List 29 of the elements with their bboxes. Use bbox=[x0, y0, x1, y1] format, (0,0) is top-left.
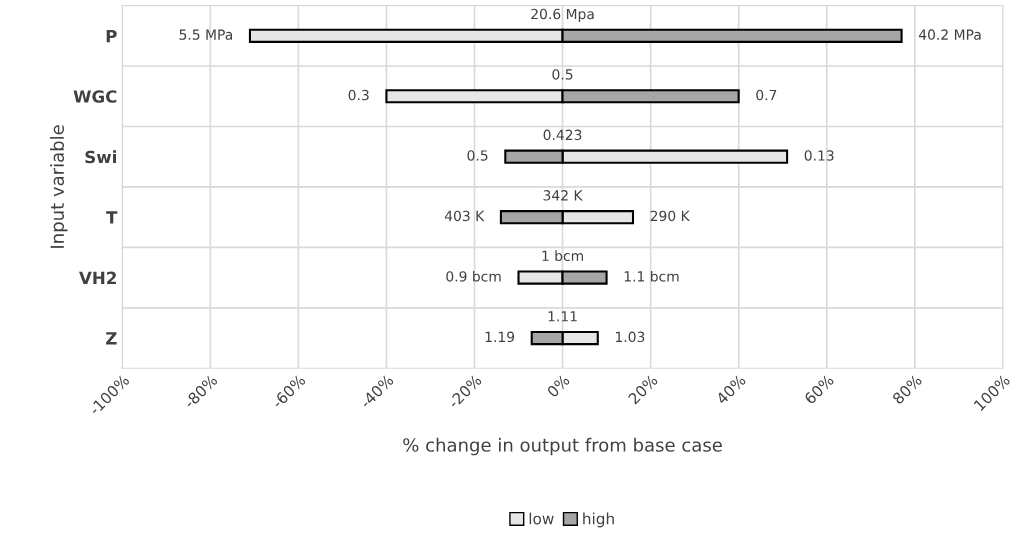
y-tick-label: WGC bbox=[73, 90, 117, 103]
y-axis-title: Input variable bbox=[50, 125, 68, 248]
annotation: 290 K bbox=[650, 210, 690, 222]
annotation: 1.1 bcm bbox=[624, 270, 679, 282]
annotation: 20.6 Mpa bbox=[531, 8, 594, 22]
annotation: 403 K bbox=[444, 210, 485, 222]
y-tick-label: P bbox=[106, 29, 117, 43]
legend-label: high bbox=[583, 512, 614, 528]
y-tick-label: VH2 bbox=[79, 271, 116, 284]
annotation: 0.9 bcm bbox=[446, 270, 501, 282]
annotation: 0.5 bbox=[467, 150, 488, 161]
annotation: 0.423 bbox=[543, 129, 582, 141]
legend-label: low bbox=[529, 512, 554, 525]
annotation: 0.7 bbox=[756, 89, 777, 101]
y-tick-label: Swi bbox=[85, 150, 116, 164]
annotation: 40.2 MPa bbox=[918, 29, 981, 40]
y-tick-label: Z bbox=[106, 332, 117, 345]
annotation: 1.11 bbox=[548, 311, 577, 322]
x-tick-label: 0% bbox=[546, 373, 571, 398]
y-tick-label: T bbox=[106, 211, 118, 224]
annotation: 1.03 bbox=[615, 331, 645, 343]
annotation: 0.3 bbox=[348, 89, 369, 101]
annotation: 0.13 bbox=[804, 150, 834, 161]
x-axis-title: % change in output from base case bbox=[403, 437, 722, 456]
annotation: 342 K bbox=[543, 190, 583, 201]
annotation: 1 bcm bbox=[542, 250, 583, 262]
annotation: 1.19 bbox=[485, 331, 515, 343]
annotation: 0.5 bbox=[552, 69, 573, 80]
annotation: 5.5 MPa bbox=[179, 29, 233, 40]
